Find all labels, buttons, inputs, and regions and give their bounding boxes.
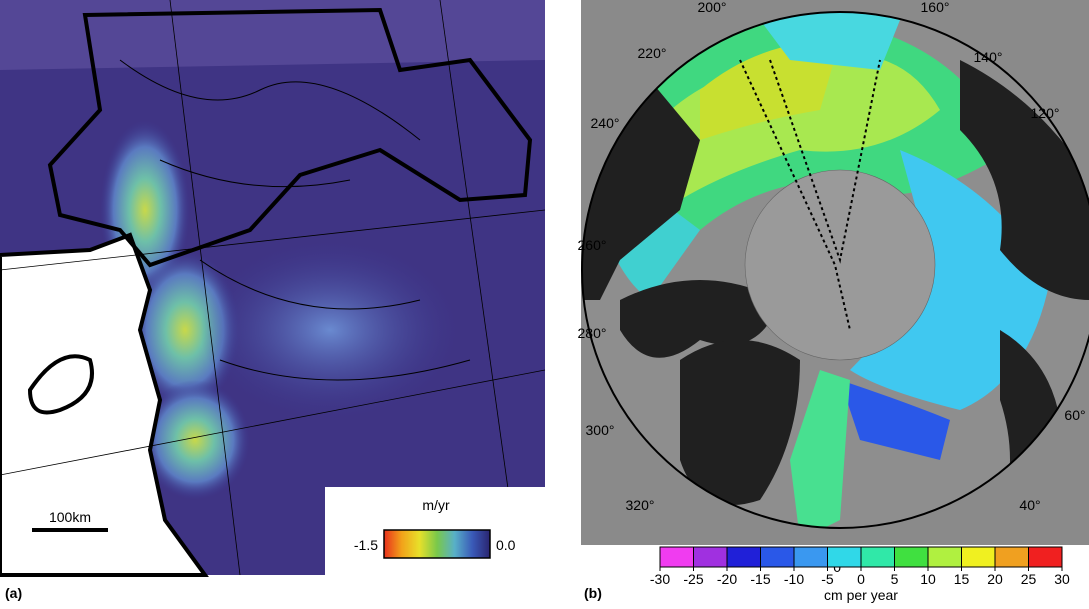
colorbar-segment [995,547,1029,567]
colorbar-tick-label: -30 [650,571,670,587]
colorbar-tick-label: -1.5 [354,537,378,553]
colorbar-segment [895,547,929,567]
longitude-label: 240° [591,115,620,131]
longitude-label: 280° [578,325,607,341]
colorbar-segment [861,547,895,567]
colorbar-segment [660,547,694,567]
longitude-label: 260° [578,237,607,253]
colorbar-tick-label: 0 [857,571,865,587]
colorbar-tick-label: 25 [1021,571,1037,587]
longitude-label: 220° [638,45,667,61]
colorbar-tick-label: 10 [920,571,936,587]
colorbar-segment [761,547,795,567]
colorbar [384,530,490,558]
longitude-label: 60° [1064,407,1085,423]
colorbar-tick-label: -5 [821,571,834,587]
panel-label: (a) [5,585,22,601]
colorbar-segment [928,547,962,567]
colorbar-segment [1029,547,1063,567]
panel-b-map [580,0,1089,545]
colorbar-tick-label: -15 [750,571,770,587]
figure: 100km m/yr (a) (b) -1.5 0.0 200° 160° 220° 14… [0,0,1089,604]
colorbar-segment [694,547,728,567]
colorbar-tick-label: -20 [717,571,737,587]
colorbar-tick-label: 20 [987,571,1003,587]
longitude-label: 40° [1019,497,1040,513]
panel-label: (b) [584,585,602,601]
longitude-label: 200° [698,0,727,15]
longitude-label: 160° [921,0,950,15]
colorbar-tick-label: -25 [683,571,703,587]
longitude-label: 140° [974,49,1003,65]
colorbar-segment [828,547,862,567]
colorbar-tick-label: 5 [891,571,899,587]
colorbar-unit: m/yr [422,497,450,513]
scale-bar-label: 100km [49,509,91,525]
colorbar-tick-label: -10 [784,571,804,587]
longitude-label: 120° [1031,105,1060,121]
colorbar-unit: cm per year [824,587,898,603]
colorbar-tick-label: 15 [954,571,970,587]
colorbar-segment [794,547,828,567]
colorbar-tick-label: 0.0 [496,537,516,553]
colorbar-segment [727,547,761,567]
colorbar-segment [962,547,996,567]
panel-a-map: 100km m/yr [0,0,545,575]
longitude-label: 320° [626,497,655,513]
colorbar-tick-label: 30 [1054,571,1070,587]
longitude-label: 300° [586,422,615,438]
